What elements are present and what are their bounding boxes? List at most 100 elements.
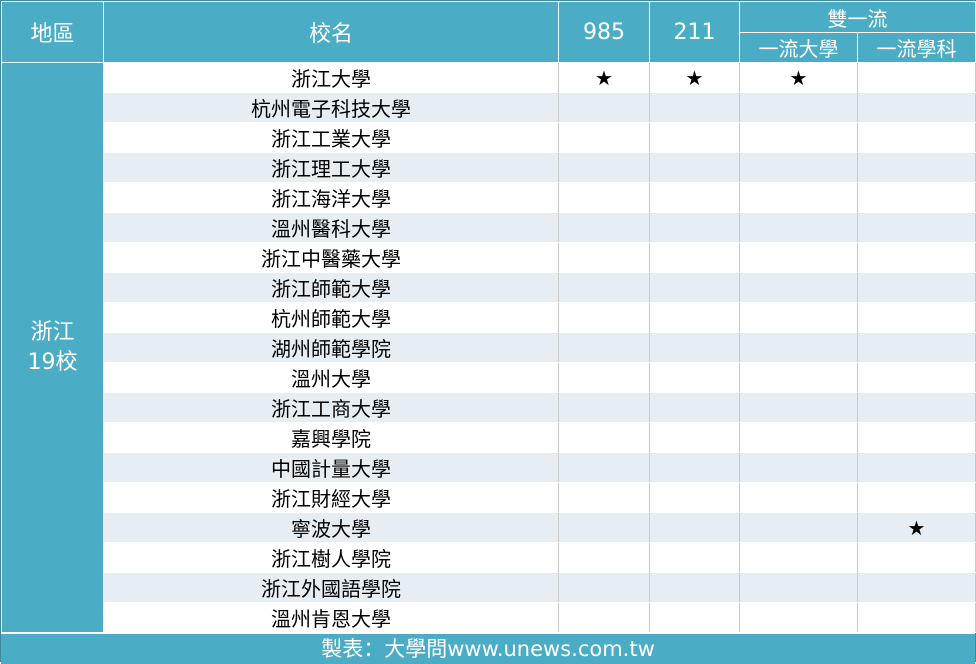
mark-211 [649, 122, 740, 153]
school-name: 溫州醫科大學 [103, 212, 559, 243]
mark-first-class-university: ★ [739, 62, 858, 93]
mark-211: ★ [649, 62, 740, 93]
mark-985 [558, 182, 650, 213]
header-region: 地區 [1, 1, 104, 63]
school-name: 浙江工業大學 [103, 122, 559, 153]
mark-985 [558, 152, 650, 183]
table-row: 浙江工商大學 [2, 392, 976, 423]
mark-985 [558, 122, 650, 153]
header-first-class-university: 一流大學 [739, 32, 858, 63]
mark-985 [558, 332, 650, 363]
header-211: 211 [649, 1, 740, 63]
header-school-name: 校名 [103, 1, 559, 63]
mark-211 [649, 212, 740, 243]
mark-211 [649, 302, 740, 333]
mark-first-class-discipline [857, 212, 976, 243]
mark-first-class-discipline [857, 182, 976, 213]
mark-first-class-discipline [857, 572, 976, 603]
table-row: 中國計量大學 [2, 452, 976, 483]
mark-first-class-university [739, 212, 858, 243]
school-name: 溫州肯恩大學 [103, 602, 559, 633]
mark-first-class-university [739, 92, 858, 123]
mark-first-class-discipline [857, 62, 976, 93]
mark-first-class-discipline [857, 242, 976, 273]
table-row: 浙江樹人學院 [2, 542, 976, 573]
school-name: 浙江中醫藥大學 [103, 242, 559, 273]
table-row: 嘉興學院 [2, 422, 976, 453]
mark-first-class-university [739, 512, 858, 543]
table-row: 浙江理工大學 [2, 152, 976, 183]
mark-first-class-discipline [857, 92, 976, 123]
school-name: 溫州大學 [103, 362, 559, 393]
table-row: 浙江工業大學 [2, 122, 976, 153]
mark-first-class-discipline [857, 422, 976, 453]
header-first-class-discipline: 一流學科 [857, 32, 976, 63]
header-985: 985 [558, 1, 650, 63]
mark-985 [558, 362, 650, 393]
mark-first-class-university [739, 182, 858, 213]
mark-985 [558, 272, 650, 303]
school-name: 湖州師範學院 [103, 332, 559, 363]
mark-211 [649, 422, 740, 453]
mark-first-class-discipline [857, 602, 976, 633]
footer-credit: 製表：大學問www.unews.com.tw [1, 633, 975, 664]
mark-211 [649, 332, 740, 363]
header-double-first-class: 雙一流 [739, 1, 976, 33]
mark-first-class-university [739, 422, 858, 453]
mark-first-class-discipline [857, 152, 976, 183]
table-row: 浙江中醫藥大學 [2, 242, 976, 273]
university-table: 地區 校名 985 211 雙一流 一流大學 一流學科 浙江 19校 浙江大學 … [1, 1, 976, 633]
school-name: 浙江師範大學 [103, 272, 559, 303]
school-name: 寧波大學 [103, 512, 559, 543]
mark-first-class-university [739, 122, 858, 153]
mark-first-class-university [739, 302, 858, 333]
school-name: 浙江樹人學院 [103, 542, 559, 573]
school-name: 浙江工商大學 [103, 392, 559, 423]
mark-211 [649, 152, 740, 183]
mark-first-class-discipline [857, 362, 976, 393]
school-name: 杭州師範大學 [103, 302, 559, 333]
table-row: 浙江 19校 浙江大學 ★ ★ ★ [1, 62, 976, 633]
table-row: 杭州師範大學 [2, 302, 976, 333]
table-row: 浙江海洋大學 [2, 182, 976, 213]
mark-first-class-discipline [857, 302, 976, 333]
mark-985 [558, 302, 650, 333]
mark-211 [649, 602, 740, 633]
mark-first-class-university [739, 272, 858, 303]
mark-first-class-discipline [857, 392, 976, 423]
table-row: 浙江外國語學院 [2, 572, 976, 603]
school-name: 中國計量大學 [103, 452, 559, 483]
mark-211 [649, 362, 740, 393]
mark-985 [558, 392, 650, 423]
mark-first-class-university [739, 362, 858, 393]
school-name: 浙江財經大學 [103, 482, 559, 513]
mark-first-class-university [739, 482, 858, 513]
school-name: 浙江海洋大學 [103, 182, 559, 213]
table-row: 溫州醫科大學 [2, 212, 976, 243]
mark-first-class-discipline [857, 482, 976, 513]
mark-985 [558, 212, 650, 243]
mark-985 [558, 422, 650, 453]
mark-first-class-university [739, 332, 858, 363]
table-row: 湖州師範學院 [2, 332, 976, 363]
mark-211 [649, 572, 740, 603]
mark-first-class-discipline [857, 272, 976, 303]
table-row: 寧波大學 ★ [2, 512, 976, 543]
mark-first-class-discipline [857, 122, 976, 153]
mark-first-class-university [739, 542, 858, 573]
mark-985 [558, 242, 650, 273]
region-province: 浙江 [30, 319, 75, 345]
region-cell: 浙江 19校 [1, 62, 104, 633]
school-name: 浙江大學 [103, 62, 559, 93]
mark-first-class-discipline [857, 332, 976, 363]
mark-211 [649, 242, 740, 273]
mark-985 [558, 572, 650, 603]
mark-211 [649, 272, 740, 303]
region-count: 19校 [27, 349, 78, 375]
mark-985 [558, 542, 650, 573]
school-name: 浙江外國語學院 [103, 572, 559, 603]
mark-985: ★ [558, 62, 650, 93]
mark-985 [558, 92, 650, 123]
mark-985 [558, 452, 650, 483]
